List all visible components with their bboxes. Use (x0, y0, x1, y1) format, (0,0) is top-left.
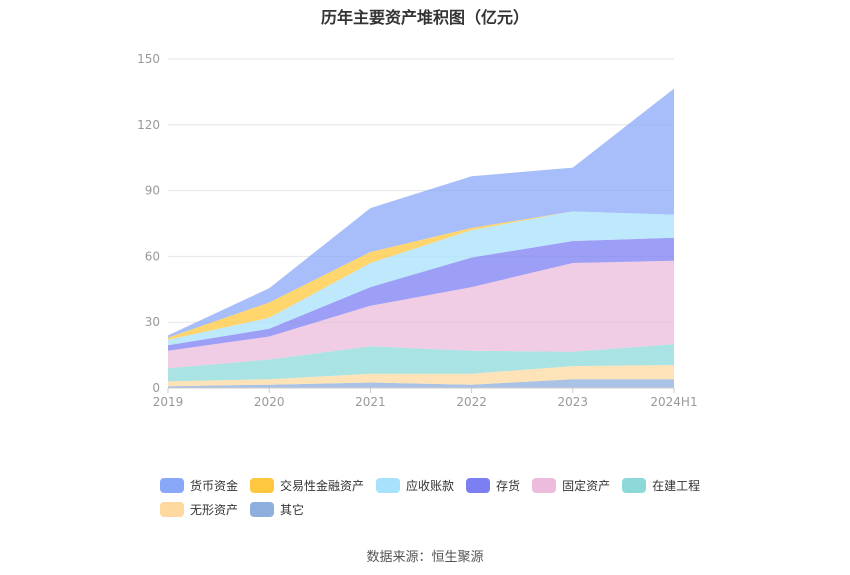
area-series-1 (168, 365, 674, 387)
x-tick-label: 2021 (355, 395, 386, 409)
x-tick-label: 2022 (456, 395, 487, 409)
legend-label: 固定资产 (562, 478, 611, 493)
legend-label: 存货 (496, 478, 521, 493)
legend-swatch (532, 477, 557, 493)
y-tick-label: 90 (145, 184, 160, 198)
legend-row-1: 货币资金 交易性金融资产 应收账款 存货 固定资产 在建工程 (160, 473, 720, 497)
y-tick-label: 60 (145, 249, 160, 263)
legend-item[interactable]: 固定资产 (532, 477, 610, 494)
legend-label: 无形资产 (190, 502, 239, 517)
legend-item[interactable]: 交易性金融资产 (250, 477, 364, 494)
area-series-4 (168, 237, 674, 351)
area-series-6 (168, 211, 674, 340)
legend-swatch (466, 477, 491, 493)
legend-swatch (250, 477, 275, 493)
legend-item[interactable]: 无形资产 (160, 501, 238, 518)
legend-item[interactable]: 存货 (466, 477, 520, 494)
y-tick-label: 30 (145, 315, 160, 329)
data-source: 数据来源：恒生聚源 (366, 550, 484, 565)
legend-label: 在建工程 (652, 478, 701, 493)
legend-label: 交易性金融资产 (280, 478, 365, 493)
legend-swatch (622, 477, 647, 493)
area-series-5 (168, 211, 674, 346)
legend-swatch (250, 501, 275, 517)
legend-swatch (160, 501, 184, 517)
area-series-7 (168, 88, 674, 338)
legend-label: 其它 (280, 502, 305, 517)
y-tick-label: 150 (137, 52, 160, 66)
area-series-3 (168, 260, 674, 369)
legend-swatch (160, 477, 184, 493)
legend-item[interactable]: 其它 (250, 501, 304, 518)
legend-label: 货币资金 (190, 478, 239, 493)
legend-row-2: 无形资产 其它 (160, 497, 720, 521)
legend-label: 应收账款 (406, 478, 455, 493)
x-tick-label: 2020 (254, 395, 285, 409)
x-tick-label: 2019 (153, 395, 184, 409)
chart-title: 历年主要资产堆积图（亿元） (320, 8, 529, 27)
legend-swatch (376, 477, 401, 493)
x-tick-label: 2024H1 (650, 395, 697, 409)
axes: 0 30 60 90 120 150 2019 2020 2021 2022 2023 2024H1 (137, 52, 698, 409)
y-tick-label: 0 (152, 381, 160, 395)
legend-item[interactable]: 应收账款 (376, 477, 454, 494)
y-tick-label: 120 (137, 118, 160, 132)
area-series (168, 88, 674, 388)
legend-item[interactable]: 在建工程 (622, 477, 700, 494)
legend-item[interactable]: 货币资金 (160, 477, 238, 494)
x-tick-label: 2023 (558, 395, 589, 409)
legend: 货币资金 交易性金融资产 应收账款 存货 固定资产 在建工程 无形资产 其它 (160, 473, 720, 521)
stacked-area-chart: 0 30 60 90 120 150 2019 2020 2021 2022 2023 2024H1 (137, 52, 698, 409)
area-series-2 (168, 344, 674, 382)
